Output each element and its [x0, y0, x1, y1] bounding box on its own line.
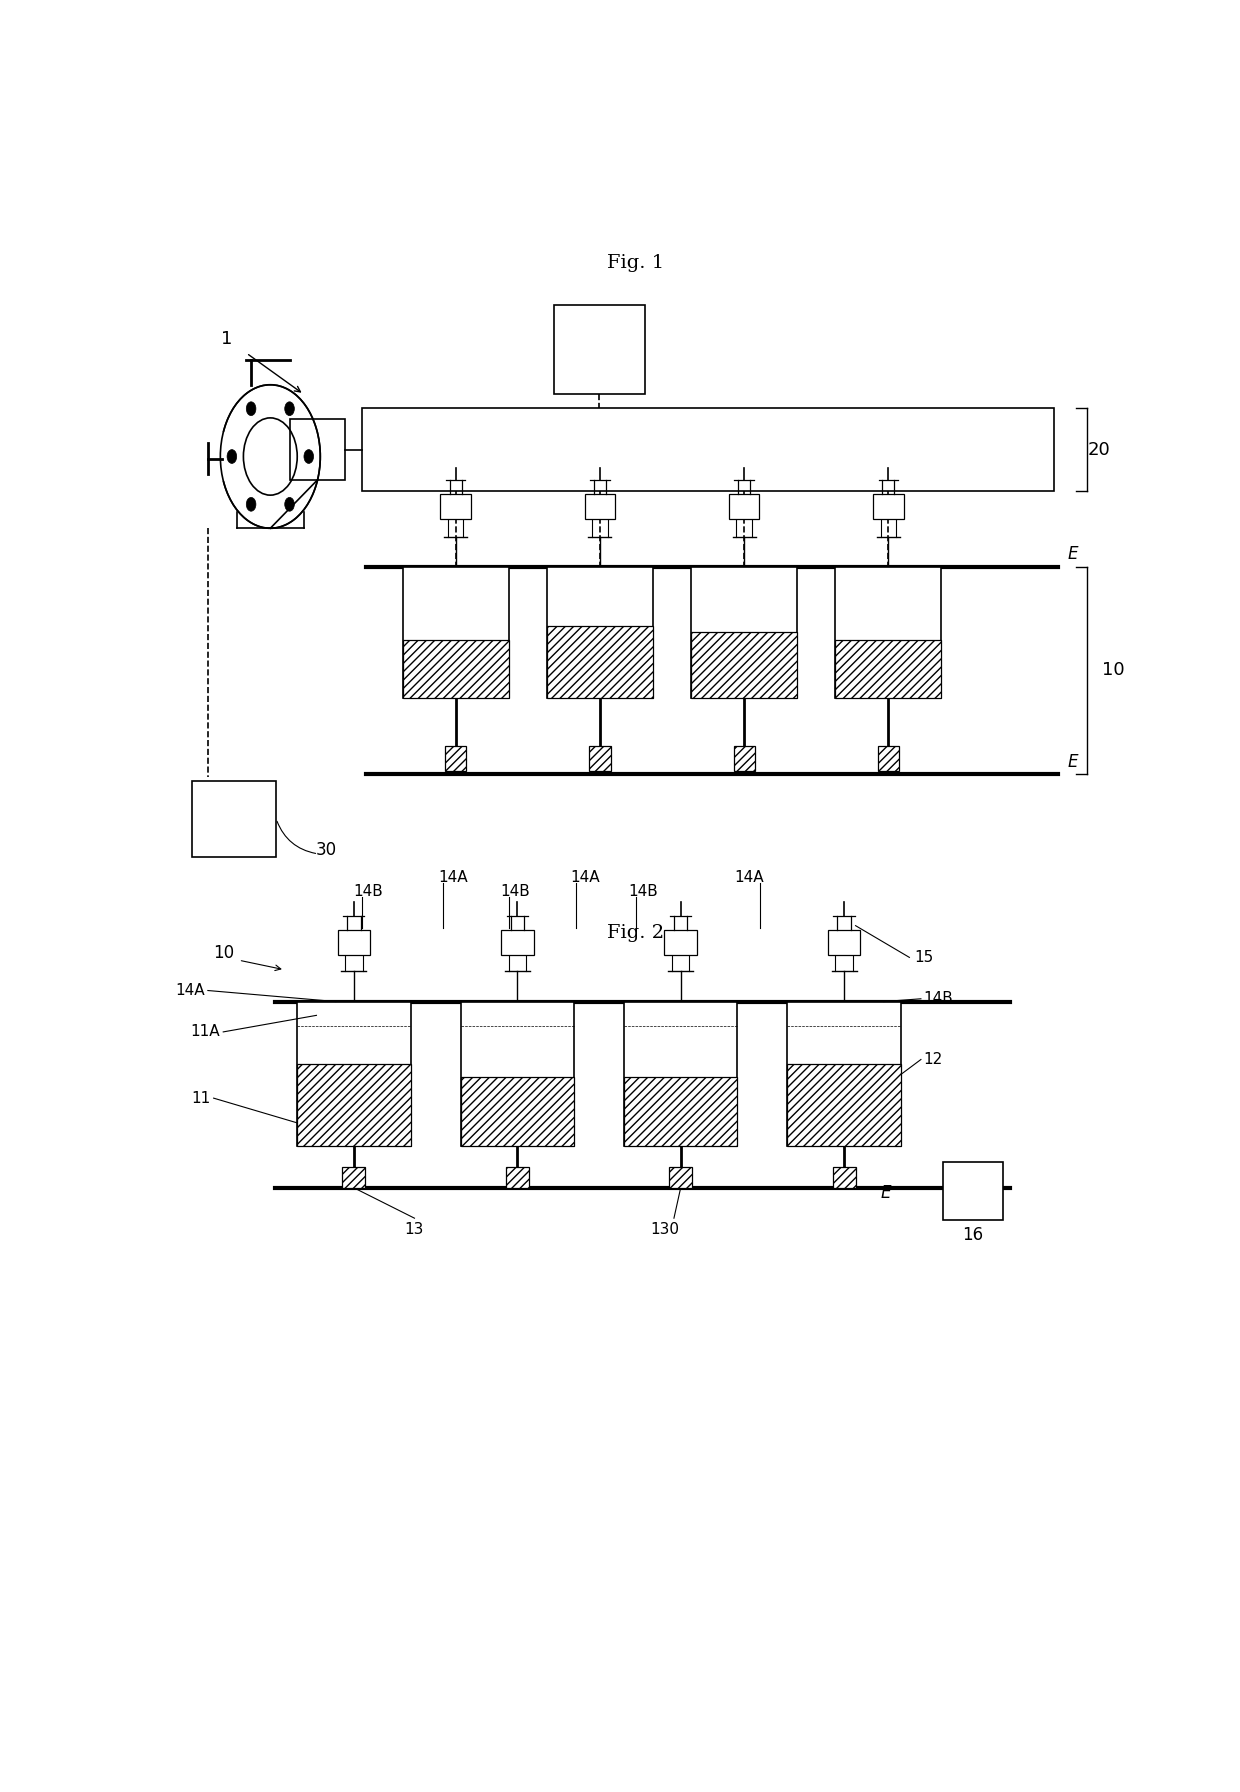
Bar: [729, 495, 759, 518]
Text: 15: 15: [914, 950, 934, 964]
Text: E: E: [1068, 753, 1079, 771]
Text: 11A: 11A: [191, 1025, 221, 1039]
Text: 14A: 14A: [438, 869, 467, 885]
Text: 10: 10: [1101, 661, 1125, 679]
Bar: [342, 1167, 366, 1188]
Bar: [440, 495, 471, 518]
Circle shape: [247, 498, 255, 511]
Bar: [445, 745, 466, 771]
Text: E: E: [1068, 545, 1079, 563]
Text: 14B: 14B: [629, 883, 658, 898]
Text: Fig. 1: Fig. 1: [606, 254, 665, 272]
Text: 16: 16: [962, 1226, 983, 1244]
Text: 14B: 14B: [353, 883, 383, 898]
Bar: [547, 566, 652, 697]
Bar: [403, 566, 508, 697]
Text: 20: 20: [1087, 441, 1110, 459]
Text: 130: 130: [650, 1222, 678, 1236]
Circle shape: [247, 401, 255, 416]
Text: 13: 13: [404, 1222, 424, 1236]
Circle shape: [304, 450, 314, 464]
Text: 14A: 14A: [570, 869, 600, 885]
Bar: [290, 419, 345, 480]
Bar: [460, 1002, 574, 1147]
Bar: [787, 1064, 900, 1147]
Bar: [403, 640, 508, 697]
Bar: [501, 930, 533, 955]
Bar: [362, 409, 1054, 491]
Text: Fig. 2: Fig. 2: [606, 923, 665, 941]
Text: 14B: 14B: [924, 991, 954, 1007]
Circle shape: [285, 498, 294, 511]
Bar: [832, 1167, 856, 1188]
Bar: [298, 1002, 410, 1147]
Bar: [734, 745, 755, 771]
Bar: [691, 633, 797, 697]
Text: E: E: [880, 1185, 890, 1202]
Bar: [942, 1161, 1003, 1220]
Text: 30: 30: [315, 840, 336, 858]
Text: 12: 12: [924, 1052, 944, 1066]
Bar: [589, 745, 610, 771]
Bar: [554, 305, 645, 394]
Bar: [670, 1167, 692, 1188]
Bar: [873, 495, 904, 518]
Bar: [836, 566, 941, 697]
Text: 1: 1: [222, 330, 233, 348]
Bar: [624, 1077, 738, 1147]
Bar: [506, 1167, 528, 1188]
Circle shape: [285, 401, 294, 416]
Bar: [624, 1002, 738, 1147]
Text: 14B: 14B: [501, 883, 531, 898]
Text: 11: 11: [191, 1091, 211, 1106]
Bar: [298, 1064, 410, 1147]
Bar: [836, 640, 941, 697]
Bar: [787, 1002, 900, 1147]
Bar: [665, 930, 697, 955]
Circle shape: [227, 450, 237, 464]
Text: 14A: 14A: [734, 869, 764, 885]
Bar: [584, 495, 615, 518]
Bar: [337, 930, 371, 955]
Text: 14A: 14A: [175, 984, 205, 998]
Bar: [691, 566, 797, 697]
Bar: [191, 781, 277, 857]
Text: 10: 10: [213, 944, 234, 962]
Bar: [878, 745, 899, 771]
Bar: [460, 1077, 574, 1147]
Bar: [547, 625, 652, 697]
Bar: [828, 930, 861, 955]
